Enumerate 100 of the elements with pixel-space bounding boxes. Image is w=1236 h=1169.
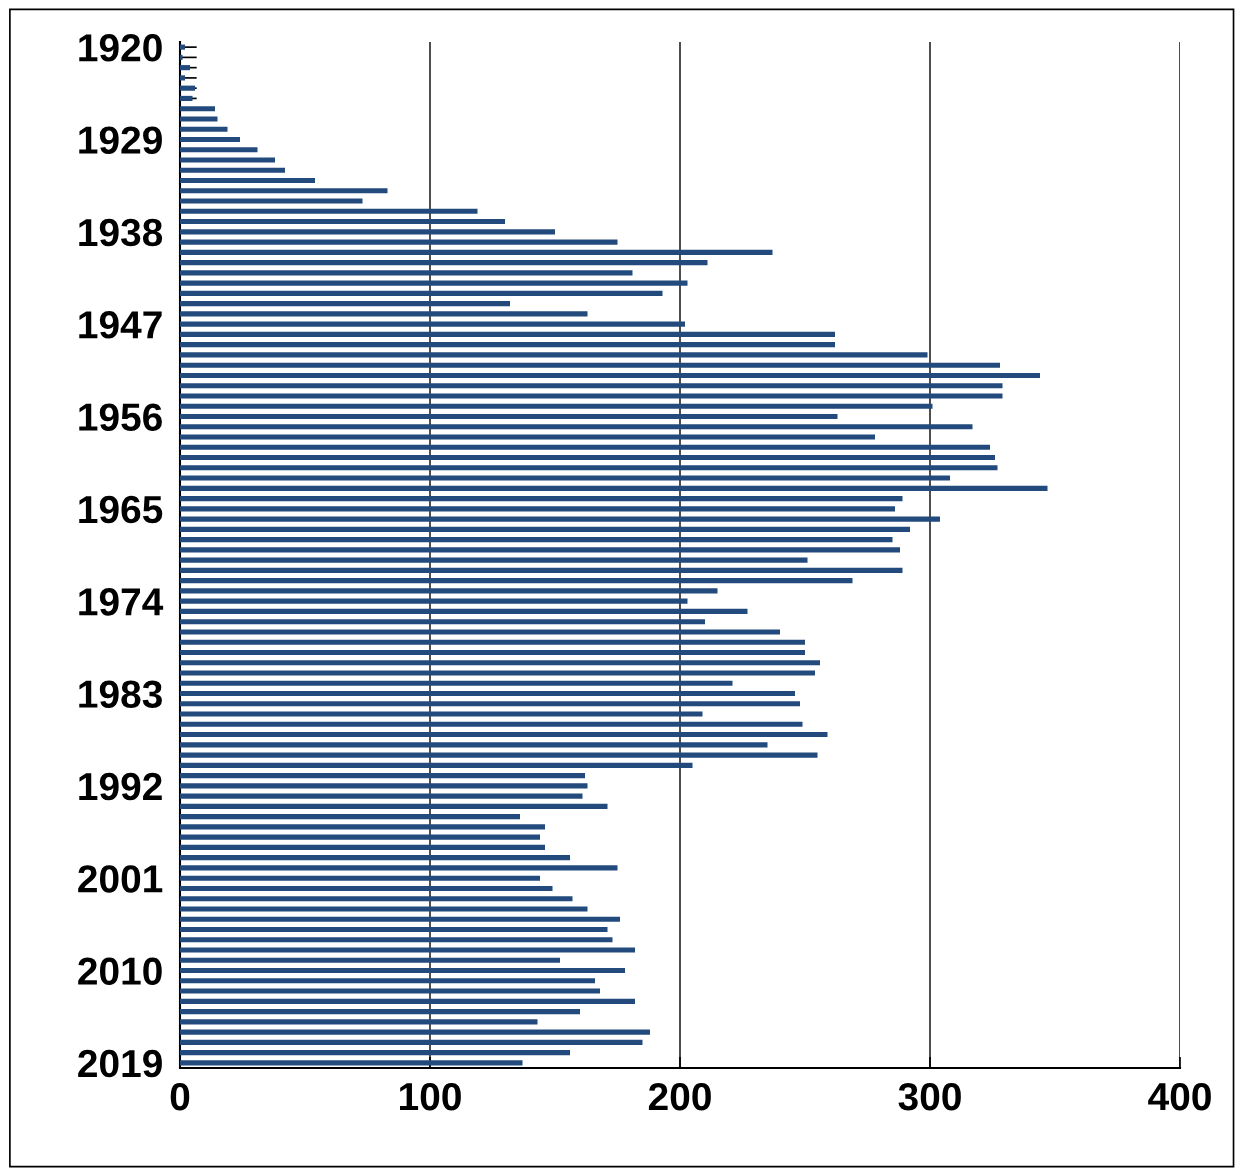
bar bbox=[180, 773, 585, 779]
bar bbox=[180, 875, 540, 881]
bar bbox=[180, 865, 618, 871]
bar bbox=[180, 978, 595, 984]
bar bbox=[180, 372, 1040, 379]
bar bbox=[180, 598, 688, 604]
bar bbox=[180, 690, 795, 697]
x-tick-label: 200 bbox=[648, 1082, 711, 1111]
bar bbox=[180, 516, 940, 522]
bar bbox=[180, 537, 893, 543]
bar bbox=[180, 937, 613, 943]
y-tick-label: 2010 bbox=[78, 957, 162, 985]
bar bbox=[180, 906, 588, 912]
bar bbox=[180, 1050, 570, 1056]
bar bbox=[180, 331, 835, 337]
bar bbox=[180, 290, 663, 296]
bar bbox=[180, 557, 808, 563]
bar bbox=[180, 465, 998, 471]
bar bbox=[180, 803, 608, 809]
bar bbox=[180, 157, 275, 163]
y-tick-label: 2001 bbox=[78, 865, 163, 893]
bar bbox=[180, 126, 228, 132]
bar bbox=[180, 660, 820, 666]
bar bbox=[180, 998, 635, 1004]
bar bbox=[180, 506, 895, 512]
bar bbox=[180, 1019, 538, 1025]
bar bbox=[180, 424, 973, 430]
bar bbox=[180, 629, 780, 635]
y-tick-label: 1947 bbox=[79, 311, 162, 339]
x-tick-label: 100 bbox=[400, 1082, 461, 1111]
y-tick-label: 1974 bbox=[79, 588, 164, 616]
bar bbox=[180, 444, 990, 450]
bar bbox=[180, 301, 510, 307]
bar bbox=[180, 270, 633, 276]
bar bbox=[180, 896, 573, 902]
bar bbox=[180, 218, 505, 225]
bar bbox=[180, 988, 600, 994]
bar bbox=[180, 1029, 650, 1035]
bar bbox=[180, 957, 560, 963]
bar bbox=[180, 475, 950, 481]
y-tick-label: 1920 bbox=[79, 34, 162, 62]
bar bbox=[180, 177, 315, 184]
bar bbox=[180, 567, 903, 573]
bar bbox=[180, 260, 708, 266]
y-tick-label: 1956 bbox=[79, 403, 162, 431]
y-tick-label: 1929 bbox=[79, 126, 162, 154]
bar bbox=[180, 608, 748, 614]
x-tick-label: 0 bbox=[170, 1082, 190, 1111]
bar bbox=[180, 54, 183, 60]
bar bbox=[180, 1009, 580, 1015]
bar bbox=[180, 136, 240, 143]
bar bbox=[180, 198, 363, 204]
bar bbox=[180, 824, 545, 830]
bar bbox=[180, 762, 693, 768]
bar bbox=[180, 670, 815, 676]
bar bbox=[180, 393, 1003, 399]
bar bbox=[180, 239, 618, 245]
y-tick-label: 1938 bbox=[79, 218, 163, 247]
bar bbox=[180, 526, 910, 532]
bar bbox=[180, 44, 185, 50]
bar bbox=[180, 311, 588, 317]
bar bbox=[180, 362, 1000, 368]
bar bbox=[180, 619, 705, 625]
bar bbox=[180, 1060, 523, 1066]
bar bbox=[180, 383, 1003, 389]
bar bbox=[180, 649, 805, 656]
bar bbox=[180, 188, 388, 194]
bar bbox=[180, 75, 185, 81]
bar bbox=[180, 95, 193, 101]
bar bbox=[180, 496, 903, 502]
x-tick-label: 400 bbox=[1148, 1082, 1211, 1111]
bar bbox=[180, 916, 620, 922]
bar bbox=[180, 547, 900, 553]
bar bbox=[180, 167, 285, 173]
bar bbox=[180, 403, 933, 409]
x-tick-label: 300 bbox=[898, 1082, 961, 1111]
bar bbox=[180, 639, 805, 645]
bar bbox=[180, 947, 635, 953]
bar bbox=[180, 711, 703, 717]
bar bbox=[180, 65, 190, 71]
bar bbox=[180, 106, 215, 112]
bar bbox=[180, 885, 553, 892]
bar bbox=[180, 342, 835, 348]
bar bbox=[180, 680, 733, 686]
y-tick-label: 1965 bbox=[79, 495, 163, 524]
bar bbox=[180, 280, 688, 286]
bar bbox=[180, 116, 218, 122]
bar bbox=[180, 588, 718, 594]
bar bbox=[180, 413, 838, 420]
bar bbox=[180, 967, 625, 974]
bar bbox=[180, 321, 685, 327]
bar bbox=[180, 814, 520, 820]
bar bbox=[180, 208, 478, 214]
bar bbox=[180, 742, 768, 748]
bar bbox=[180, 454, 995, 461]
bar bbox=[180, 352, 928, 358]
bar bbox=[180, 434, 875, 440]
bar bbox=[180, 249, 773, 255]
y-tick-label: 2019 bbox=[78, 1049, 162, 1078]
bar bbox=[180, 752, 818, 758]
